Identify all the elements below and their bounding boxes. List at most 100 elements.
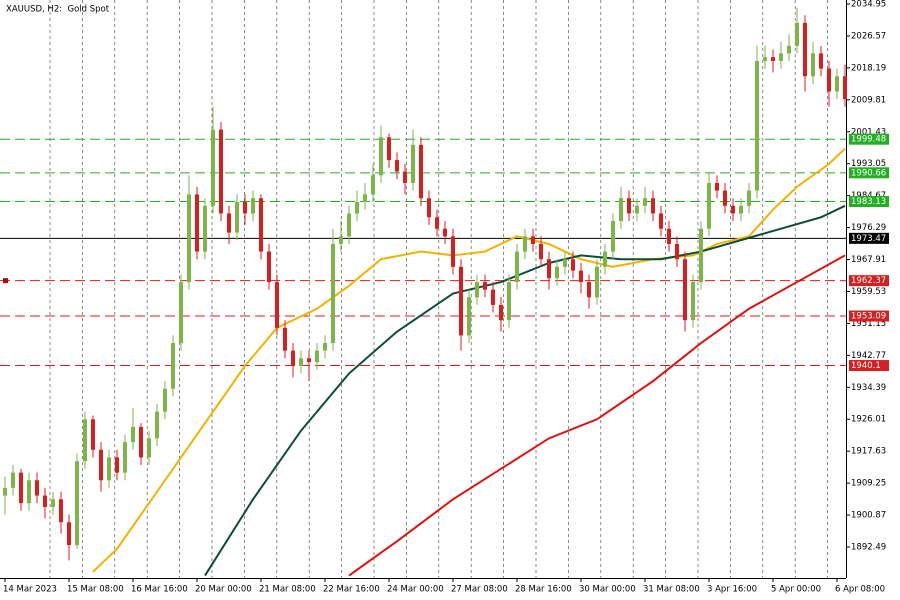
y-tick-label: 1892.49: [851, 543, 886, 553]
y-tick-label: 1900.87: [851, 511, 886, 521]
candle-body: [451, 236, 455, 267]
candle-body: [523, 236, 527, 252]
candle-body: [739, 205, 743, 214]
candle-body: [579, 270, 583, 283]
level-tag: [849, 360, 889, 372]
candle-body: [11, 472, 15, 488]
candle-body: [331, 243, 335, 344]
candle-body: [75, 461, 79, 546]
candle-body: [195, 194, 199, 252]
x-tick-label: 22 Mar 16:00: [323, 585, 380, 595]
candle-body: [611, 221, 615, 252]
y-tick-label: 1909.25: [851, 479, 886, 489]
level-tag: [849, 275, 889, 287]
x-tick-label: 20 Mar 00:00: [195, 585, 252, 595]
candle-body: [555, 266, 559, 279]
moving-average: [92, 147, 846, 573]
candle-body: [347, 213, 351, 237]
candle-body: [323, 343, 327, 351]
y-tick-label: 1926.01: [851, 415, 886, 425]
candle-body: [507, 282, 511, 321]
candle-body: [835, 76, 839, 92]
candle-body: [699, 228, 703, 283]
candle-body: [179, 282, 183, 344]
candle-body: [771, 57, 775, 61]
candle-body: [379, 137, 383, 176]
y-tick-label: 1934.39: [851, 383, 886, 393]
candle-body: [827, 68, 831, 92]
candle-body: [19, 472, 23, 504]
candle-body: [3, 487, 7, 496]
candle-body: [171, 343, 175, 389]
level-tag-label: 1953.09: [851, 312, 886, 322]
y-tick-label: 2026.57: [851, 31, 886, 41]
candle-body: [147, 438, 151, 458]
level-tag-label: 1962.37: [851, 276, 886, 286]
y-tick-label: 1976.29: [851, 223, 886, 233]
x-tick-label: 31 Mar 08:00: [643, 585, 700, 595]
level-tag: [849, 196, 889, 208]
level-tag: [849, 232, 889, 244]
candle-body: [475, 282, 479, 298]
candle-body: [539, 243, 543, 260]
x-tick-label: 24 Mar 00:00: [387, 585, 444, 595]
candle-body: [187, 194, 191, 283]
candle-body: [307, 358, 311, 363]
candle-body: [755, 60, 759, 191]
candle-body: [763, 57, 767, 61]
candle-body: [595, 266, 599, 298]
x-tick-label: 16 Mar 16:00: [131, 585, 188, 595]
level-tag-label: 1999.48: [851, 135, 886, 145]
level-tag: [849, 133, 889, 145]
y-tick-label: 1942.77: [851, 351, 886, 361]
candle-body: [443, 228, 447, 237]
candle-body: [371, 175, 375, 195]
candle-body: [779, 53, 783, 61]
x-tick-label: 3 Apr 16:00: [707, 585, 757, 595]
level-marker: [3, 278, 8, 284]
x-tick-label: 30 Mar 00:00: [579, 585, 636, 595]
level-tag: [849, 167, 889, 179]
y-tick-label: 2018.19: [851, 63, 886, 73]
candle-body: [227, 213, 231, 233]
candle-body: [107, 457, 111, 481]
candle-body: [683, 259, 687, 321]
candle-body: [619, 198, 623, 222]
y-tick-label: 1959.53: [851, 287, 886, 297]
candle-body: [267, 251, 271, 283]
candle-body: [811, 53, 815, 77]
candle-body: [275, 282, 279, 328]
candle-body: [715, 182, 719, 191]
candle-body: [99, 449, 103, 481]
candle-body: [43, 495, 47, 507]
y-tick-label: 2034.95: [851, 0, 886, 10]
candle-body: [35, 480, 39, 496]
candle-body: [299, 358, 303, 366]
candle-body: [467, 297, 471, 336]
candle-body: [651, 198, 655, 214]
candle-body: [795, 22, 799, 46]
candle-body: [707, 182, 711, 229]
candle-body: [339, 236, 343, 244]
candle-body: [435, 217, 439, 229]
moving-average: [348, 254, 846, 577]
candle-body: [387, 137, 391, 161]
candle-body: [123, 442, 127, 473]
candle-body: [843, 76, 847, 100]
candle-body: [635, 205, 639, 214]
candle-body: [603, 251, 607, 267]
candle-body: [563, 259, 567, 267]
candle-body: [643, 198, 647, 206]
candle-body: [411, 144, 415, 183]
level-tag-label: 1940.1: [851, 361, 881, 371]
candle-body: [667, 228, 671, 244]
candle-body: [235, 202, 239, 233]
candle-body: [491, 289, 495, 305]
candle-body: [803, 22, 807, 77]
chart-title: XAUUSD, H2: Gold Spot: [6, 5, 110, 15]
candle-body: [211, 129, 215, 206]
candle-body: [27, 480, 31, 504]
x-tick-label: 5 Apr 00:00: [771, 585, 821, 595]
candle-body: [51, 499, 55, 507]
candle-body: [163, 388, 167, 412]
